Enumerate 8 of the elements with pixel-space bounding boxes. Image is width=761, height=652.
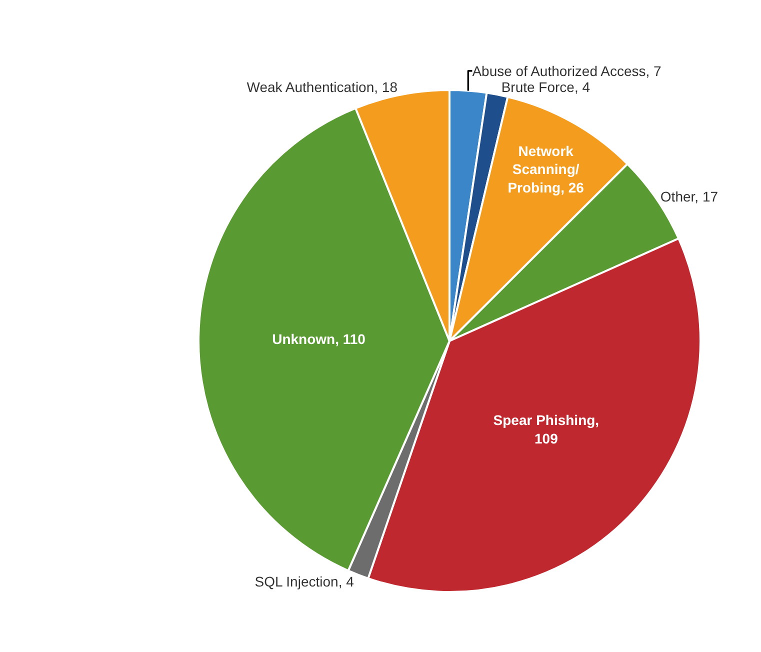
slice-label: Abuse of Authorized Access, 7 [472, 62, 662, 79]
slice-label: Other, 17 [660, 188, 718, 204]
slice-label: Network Scanning/Probing, 26 [508, 142, 584, 196]
slice-label: Unknown, 110 [272, 330, 366, 347]
slice-label: Spear Phishing, 109 [493, 412, 600, 446]
slice-label: Weak Authentication, 18 [246, 78, 398, 95]
slice-label: SQL Injection, 4 [254, 574, 354, 590]
slice-label: Brute Force, 4 [501, 78, 590, 95]
